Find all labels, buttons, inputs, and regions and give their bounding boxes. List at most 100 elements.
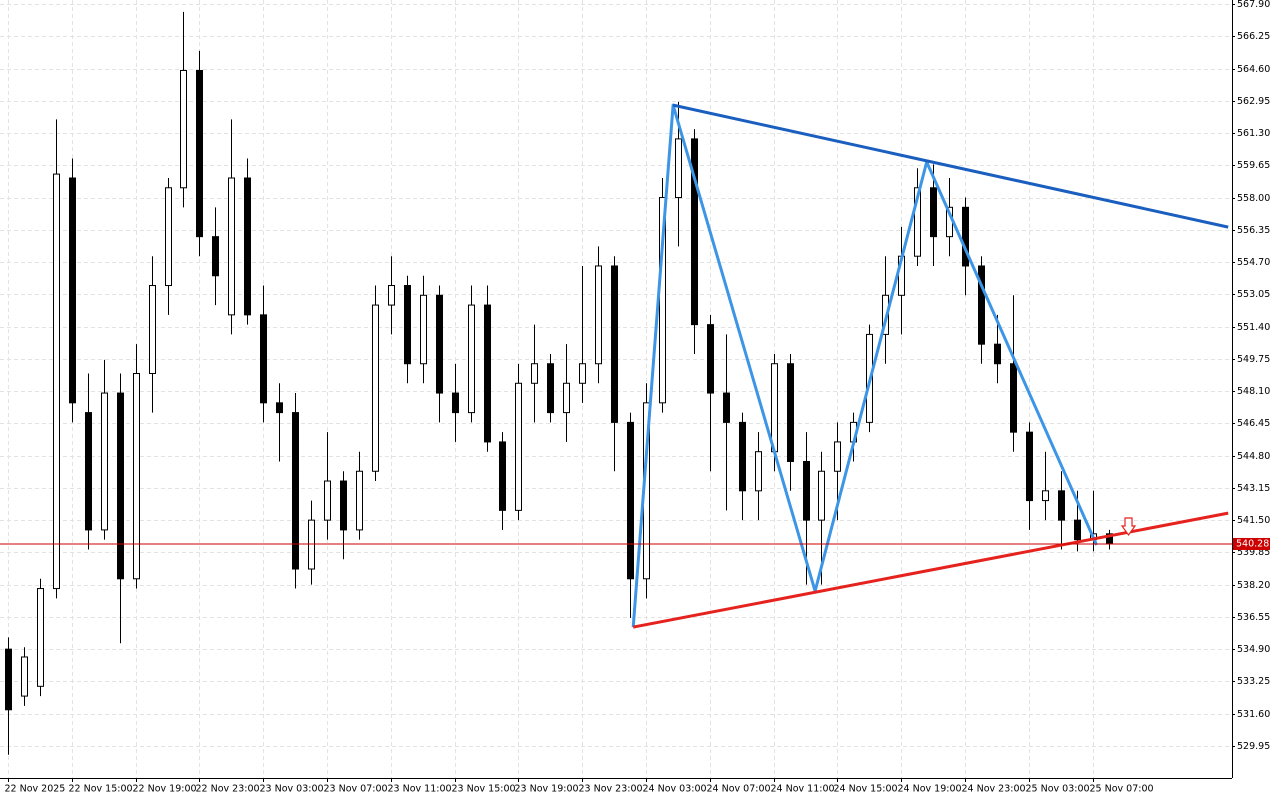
y-tick-label: 539.85 bbox=[1237, 547, 1270, 558]
candle-body bbox=[133, 373, 140, 580]
candle-body bbox=[595, 265, 602, 365]
candle-body bbox=[1042, 490, 1049, 502]
y-tick-label: 548.10 bbox=[1237, 386, 1270, 397]
candle-body bbox=[356, 470, 363, 531]
candle-body bbox=[260, 314, 267, 404]
candle-body bbox=[515, 382, 522, 511]
y-tick-label: 558.00 bbox=[1237, 193, 1270, 204]
candle-body bbox=[611, 265, 618, 423]
candle-body bbox=[675, 138, 682, 199]
candle-body bbox=[149, 285, 156, 375]
x-tick-label: 23 Nov 03:00 bbox=[260, 784, 324, 795]
y-tick-label: 564.60 bbox=[1237, 64, 1270, 75]
x-tick-label: 22 Nov 23:00 bbox=[196, 784, 260, 795]
candle-body bbox=[436, 294, 443, 394]
candle-body bbox=[771, 363, 778, 453]
candle-body bbox=[37, 588, 44, 687]
candle-body bbox=[340, 480, 347, 531]
x-tick-label: 25 Nov 03:00 bbox=[1026, 784, 1090, 795]
trend-line bbox=[672, 103, 1229, 229]
x-tick-label: 23 Nov 07:00 bbox=[324, 784, 388, 795]
candle-body bbox=[930, 187, 937, 238]
candle-body bbox=[85, 412, 92, 531]
candle-body bbox=[101, 392, 108, 531]
candle-body bbox=[1074, 519, 1081, 541]
candle-body bbox=[1058, 490, 1065, 521]
y-tick-label: 546.45 bbox=[1237, 418, 1270, 429]
y-tick-label: 553.05 bbox=[1237, 289, 1270, 300]
candle-body bbox=[962, 206, 969, 267]
x-tick-label: 23 Nov 23:00 bbox=[579, 784, 643, 795]
candle-body bbox=[531, 363, 538, 384]
candle-body bbox=[1026, 431, 1033, 502]
y-tick-label: 531.60 bbox=[1237, 709, 1270, 720]
x-tick-label: 24 Nov 19:00 bbox=[898, 784, 962, 795]
candle-body bbox=[324, 480, 331, 521]
candle-body bbox=[755, 451, 762, 492]
y-tick-label: 551.40 bbox=[1237, 322, 1270, 333]
candle-body bbox=[1010, 363, 1017, 433]
x-tick-label: 24 Nov 23:00 bbox=[962, 784, 1026, 795]
sell-arrow-icon bbox=[1120, 517, 1137, 537]
y-tick-label: 541.50 bbox=[1237, 515, 1270, 526]
candle-body bbox=[5, 648, 12, 711]
candle-body bbox=[914, 187, 921, 257]
y-tick-label: 534.90 bbox=[1237, 644, 1270, 655]
candle-body bbox=[484, 304, 491, 443]
candle-body bbox=[420, 294, 427, 365]
y-tick-label: 529.95 bbox=[1237, 741, 1270, 752]
current-price-label: 540.28 bbox=[1236, 538, 1269, 549]
current-price-tag bbox=[1233, 537, 1270, 550]
y-tick-label: 544.80 bbox=[1237, 451, 1270, 462]
y-tick-label: 556.35 bbox=[1237, 225, 1270, 236]
y-tick-label: 533.25 bbox=[1237, 676, 1270, 687]
y-tick-label: 559.65 bbox=[1237, 160, 1270, 171]
x-tick-label: 23 Nov 19:00 bbox=[515, 784, 579, 795]
candle-body bbox=[196, 69, 203, 238]
y-tick-label: 562.95 bbox=[1237, 96, 1270, 107]
candles bbox=[5, 11, 1113, 755]
candle-body bbox=[468, 304, 475, 414]
x-tick-label: 24 Nov 15:00 bbox=[834, 784, 898, 795]
candle-body bbox=[308, 519, 315, 570]
candle-body bbox=[53, 173, 60, 590]
candle-body bbox=[117, 392, 124, 580]
candle-body bbox=[563, 382, 570, 414]
x-tick-label: 22 Nov 19:00 bbox=[133, 784, 197, 795]
x-tick-label: 24 Nov 07:00 bbox=[707, 784, 771, 795]
candle-body bbox=[165, 187, 172, 287]
x-tick-label: 22 Nov 15:00 bbox=[69, 784, 133, 795]
y-tick-label: 561.30 bbox=[1237, 128, 1270, 139]
candle-body bbox=[499, 441, 506, 511]
candle-body bbox=[627, 421, 634, 580]
candle-body bbox=[212, 236, 219, 277]
candle-body bbox=[21, 656, 28, 697]
candle-body bbox=[452, 392, 459, 414]
axis-labels: 529.95 531.60 533.25 534.90 536.55 538.20 539.… bbox=[5, 0, 1271, 795]
candle-body bbox=[994, 343, 1001, 365]
candle-body bbox=[228, 177, 235, 316]
x-tick-label: 22 Nov 2025 bbox=[5, 784, 66, 795]
candle-body bbox=[723, 392, 730, 423]
x-tick-label: 23 Nov 15:00 bbox=[452, 784, 516, 795]
candle-body bbox=[978, 265, 985, 345]
y-tick-label: 543.15 bbox=[1237, 483, 1270, 494]
y-tick-label: 549.75 bbox=[1237, 354, 1270, 365]
candle-body bbox=[180, 69, 187, 189]
candle-body bbox=[579, 363, 586, 384]
candle-body bbox=[292, 412, 299, 570]
candle-body bbox=[707, 324, 714, 394]
candle-body bbox=[276, 402, 283, 414]
y-tick-label: 566.25 bbox=[1237, 31, 1270, 42]
x-tick-label: 24 Nov 03:00 bbox=[643, 784, 707, 795]
x-tick-label: 23 Nov 11:00 bbox=[388, 784, 452, 795]
y-tick-label: 554.70 bbox=[1237, 257, 1270, 268]
candle-body bbox=[244, 177, 251, 316]
candle-body bbox=[787, 363, 794, 462]
x-tick-label: 24 Nov 11:00 bbox=[771, 784, 835, 795]
y-tick-label: 567.90 bbox=[1237, 0, 1270, 10]
y-tick-label: 538.20 bbox=[1237, 580, 1270, 591]
candle-body bbox=[372, 304, 379, 472]
